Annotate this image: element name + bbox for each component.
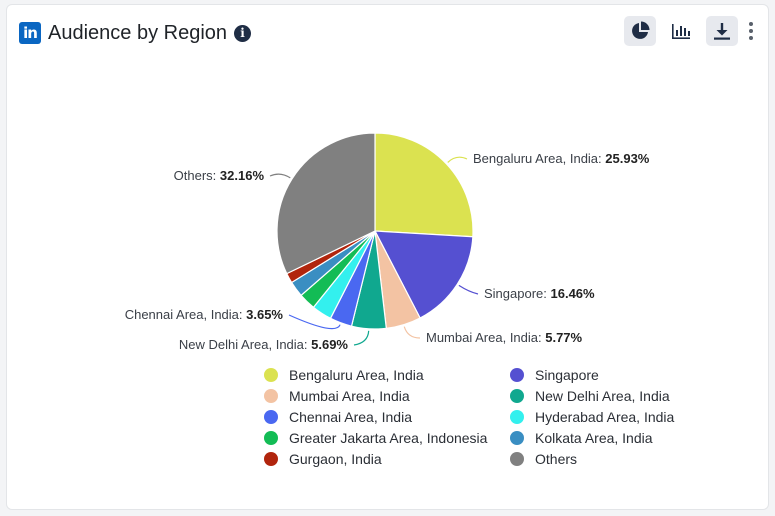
legend-item[interactable]: Mumbai Area, India	[264, 387, 510, 404]
legend-swatch	[264, 430, 278, 445]
chart-toolbar	[615, 16, 758, 46]
legend-item[interactable]: Greater Jakarta Area, Indonesia	[264, 429, 510, 446]
chart-legend: Bengaluru Area, India Singapore Mumbai Are…	[264, 366, 694, 467]
legend-label: Bengaluru Area, India	[289, 366, 424, 383]
pie-data-label-0: Bengaluru Area, India: 25.93%	[473, 151, 650, 166]
legend-item[interactable]: Bengaluru Area, India	[264, 366, 510, 383]
legend-item[interactable]: Chennai Area, India	[264, 408, 510, 425]
bar-chart-button[interactable]	[665, 16, 697, 46]
pie-slice-0[interactable]	[374, 132, 474, 238]
legend-swatch	[510, 451, 524, 466]
legend-label: New Delhi Area, India	[535, 387, 670, 404]
legend-swatch	[264, 409, 278, 424]
pie-connector-9	[269, 173, 291, 179]
pie-data-label-3: New Delhi Area, India: 5.69%	[179, 337, 349, 352]
legend-swatch	[510, 388, 524, 403]
legend-label: Greater Jakarta Area, Indonesia	[289, 429, 488, 446]
bar-chart-icon	[672, 24, 690, 39]
legend-swatch	[264, 367, 278, 382]
legend-label: Mumbai Area, India	[289, 387, 410, 404]
legend-item[interactable]: Kolkata Area, India	[510, 429, 694, 446]
pie-data-label-4: Chennai Area, India: 3.65%	[125, 307, 284, 322]
legend-swatch	[510, 367, 524, 382]
legend-item[interactable]: Gurgaon, India	[264, 450, 510, 467]
legend-swatch	[264, 388, 278, 403]
legend-swatch	[510, 430, 524, 445]
download-button[interactable]	[706, 16, 738, 46]
pie-chart-icon	[632, 21, 650, 39]
pie-connector-0	[447, 156, 468, 163]
legend-item[interactable]: Others	[510, 450, 694, 467]
download-icon	[714, 23, 730, 40]
legend-label: Chennai Area, India	[289, 408, 412, 425]
pie-slice-1[interactable]	[373, 230, 474, 319]
info-icon[interactable]: i	[234, 24, 252, 42]
legend-label: Gurgaon, India	[289, 450, 382, 467]
legend-swatch	[510, 409, 524, 424]
pie-chart-button[interactable]	[624, 16, 656, 46]
kebab-menu-icon[interactable]	[744, 21, 758, 42]
legend-item[interactable]: Hyderabad Area, India	[510, 408, 694, 425]
page-title: Audience by Region	[48, 21, 228, 44]
legend-swatch	[264, 451, 278, 466]
legend-item[interactable]: Singapore	[510, 366, 694, 383]
card-header: in Audience by Region i	[19, 19, 252, 47]
pie-connector-4	[288, 314, 341, 330]
pie-connector-2	[403, 326, 421, 339]
legend-label: Hyderabad Area, India	[535, 408, 675, 425]
pie-slice-9[interactable]	[276, 132, 376, 275]
pie-data-label-9: Others: 32.16%	[174, 168, 265, 183]
pie-connector-3	[353, 330, 370, 346]
legend-label: Kolkata Area, India	[535, 429, 653, 446]
pie-connector-1	[458, 284, 479, 295]
legend-label: Singapore	[535, 366, 599, 383]
legend-item[interactable]: New Delhi Area, India	[510, 387, 694, 404]
pie-data-label-1: Singapore: 16.46%	[484, 286, 595, 301]
linkedin-logo-icon: in	[19, 22, 41, 44]
legend-label: Others	[535, 450, 578, 467]
pie-data-label-2: Mumbai Area, India: 5.77%	[426, 330, 583, 345]
